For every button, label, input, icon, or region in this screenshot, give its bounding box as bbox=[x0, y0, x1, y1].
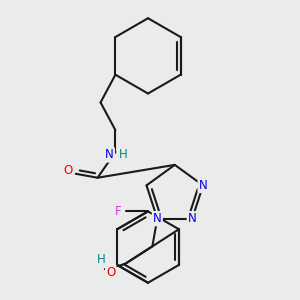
Text: N: N bbox=[153, 212, 162, 225]
Text: O: O bbox=[106, 266, 116, 279]
Text: H: H bbox=[97, 253, 105, 266]
Text: N: N bbox=[105, 148, 114, 161]
Text: O: O bbox=[63, 164, 73, 177]
Text: N: N bbox=[199, 179, 207, 192]
Text: N: N bbox=[188, 212, 197, 225]
Text: F: F bbox=[115, 205, 122, 218]
Text: H: H bbox=[119, 148, 128, 161]
